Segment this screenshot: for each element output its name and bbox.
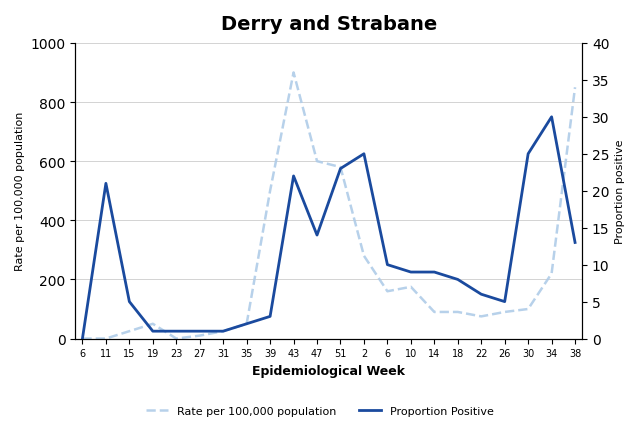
- Proportion Positive: [102, 181, 109, 187]
- Rate per 100,000 population: [313, 159, 321, 164]
- Title: Derry and Strabane: Derry and Strabane: [221, 15, 437, 34]
- Rate per 100,000 population: [79, 336, 86, 341]
- Rate per 100,000 population: [196, 333, 204, 338]
- Proportion Positive: [524, 152, 532, 157]
- Proportion Positive: [79, 336, 86, 341]
- Proportion Positive: [548, 115, 556, 120]
- Rate per 100,000 population: [337, 165, 344, 170]
- Proportion Positive: [172, 329, 180, 334]
- Rate per 100,000 population: [407, 285, 415, 290]
- Rate per 100,000 population: [524, 307, 532, 312]
- Proportion Positive: [337, 167, 344, 172]
- Rate per 100,000 population: [172, 336, 180, 341]
- Proportion Positive: [383, 262, 391, 268]
- Proportion Positive: [243, 322, 250, 327]
- Proportion Positive: [266, 314, 274, 319]
- Rate per 100,000 population: [243, 322, 250, 327]
- Proportion Positive: [290, 174, 298, 179]
- Rate per 100,000 population: [431, 310, 438, 315]
- Proportion Positive: [477, 292, 485, 297]
- X-axis label: Epidemiological Week: Epidemiological Week: [252, 364, 405, 377]
- Rate per 100,000 population: [125, 329, 133, 334]
- Proportion Positive: [360, 152, 368, 157]
- Rate per 100,000 population: [477, 314, 485, 319]
- Rate per 100,000 population: [360, 253, 368, 259]
- Rate per 100,000 population: [220, 329, 227, 334]
- Rate per 100,000 population: [548, 271, 556, 276]
- Rate per 100,000 population: [290, 71, 298, 76]
- Proportion Positive: [572, 240, 579, 245]
- Rate per 100,000 population: [266, 189, 274, 194]
- Y-axis label: Rate per 100,000 population: Rate per 100,000 population: [15, 112, 25, 271]
- Proportion Positive: [125, 299, 133, 305]
- Legend: Rate per 100,000 population, Proportion Positive: Rate per 100,000 population, Proportion …: [141, 402, 499, 420]
- Y-axis label: Proportion positive: Proportion positive: [615, 139, 625, 243]
- Proportion Positive: [149, 329, 157, 334]
- Proportion Positive: [196, 329, 204, 334]
- Proportion Positive: [501, 299, 509, 305]
- Proportion Positive: [431, 270, 438, 275]
- Rate per 100,000 population: [501, 310, 509, 315]
- Line: Rate per 100,000 population: Rate per 100,000 population: [83, 73, 575, 339]
- Rate per 100,000 population: [572, 86, 579, 91]
- Proportion Positive: [313, 233, 321, 238]
- Rate per 100,000 population: [149, 322, 157, 327]
- Line: Proportion Positive: Proportion Positive: [83, 118, 575, 339]
- Rate per 100,000 population: [102, 336, 109, 341]
- Proportion Positive: [407, 270, 415, 275]
- Rate per 100,000 population: [383, 289, 391, 294]
- Proportion Positive: [454, 277, 461, 282]
- Proportion Positive: [220, 329, 227, 334]
- Rate per 100,000 population: [454, 310, 461, 315]
